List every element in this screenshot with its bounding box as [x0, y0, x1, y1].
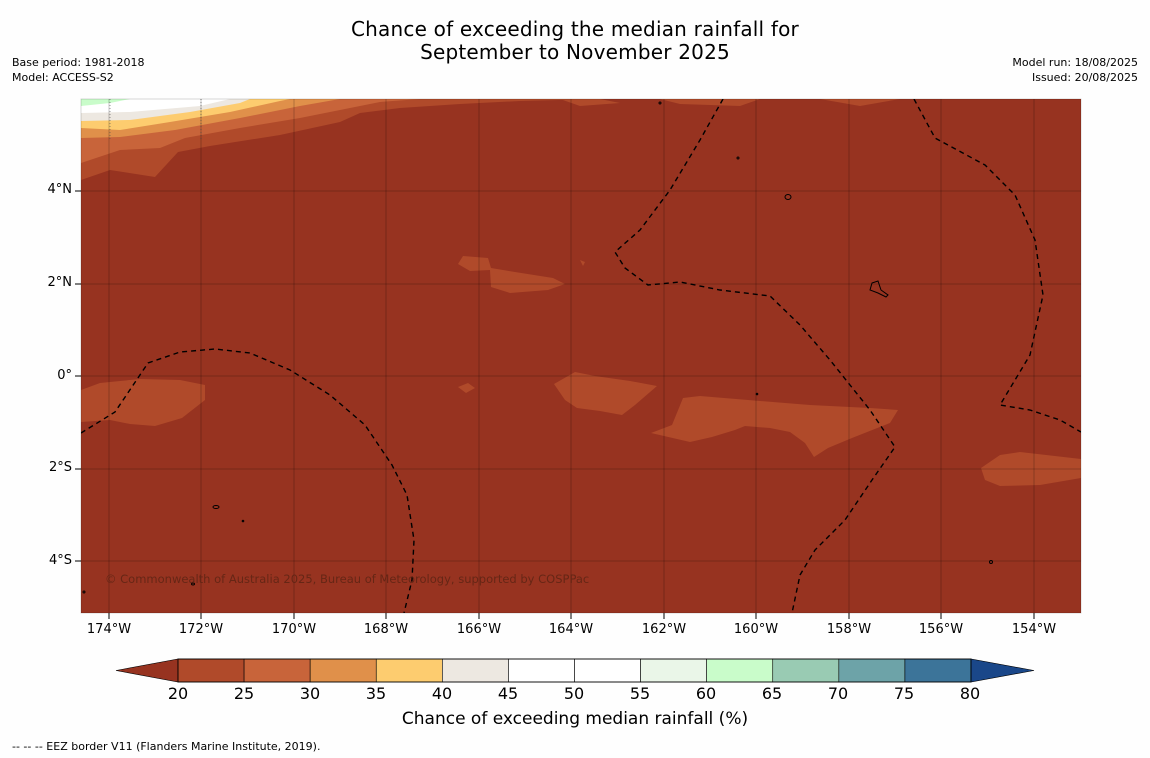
colorbar — [115, 658, 1035, 683]
lon-label-158w: 158°W — [826, 622, 872, 637]
lat-label-2s: 2°S — [48, 460, 72, 475]
colorbar-segment-6 — [574, 658, 641, 683]
model-run-label: Model run: 18/08/2025 — [1012, 56, 1138, 69]
colorbar-segment-0 — [177, 658, 245, 683]
lat-label-4n: 4°N — [47, 182, 73, 197]
issued-label: Issued: 20/08/2025 — [1031, 71, 1138, 84]
copyright-notice: © Commonwealth of Australia 2025, Bureau… — [105, 572, 590, 586]
colorbar-high-extension — [970, 658, 1035, 683]
colorbar-tick-50: 50 — [563, 684, 585, 703]
map-layers — [81, 99, 1081, 613]
colorbar-tick-35: 35 — [365, 684, 387, 703]
graticule — [81, 99, 1081, 613]
map-frame — [80, 98, 1082, 614]
colorbar-tick-75: 75 — [893, 684, 915, 703]
meta-left: Base period: 1981-2018 Model: ACCESS-S2 — [12, 55, 144, 85]
eez-footnote: -- -- -- EEZ border V11 (Flanders Marine… — [12, 740, 321, 753]
island-outlines — [82, 101, 993, 594]
axis-ticks — [75, 190, 1035, 619]
colorbar-tick-30: 30 — [299, 684, 321, 703]
colorbar-tick-40: 40 — [431, 684, 453, 703]
lon-label-154w: 154°W — [1011, 622, 1057, 637]
rainfall-gradient-nw — [81, 99, 900, 180]
lon-label-156w: 156°W — [918, 622, 964, 637]
title-line-1: Chance of exceeding the median rainfall … — [351, 17, 799, 41]
lon-label-168w: 168°W — [363, 622, 409, 637]
colorbar-segments — [177, 658, 972, 683]
colorbar-tick-20: 20 — [167, 684, 189, 703]
colorbar-tick-70: 70 — [827, 684, 849, 703]
colorbar-segment-3 — [375, 658, 443, 683]
colorbar-tick-55: 55 — [629, 684, 651, 703]
base-period-label: Base period: 1981-2018 — [12, 56, 145, 69]
colorbar-tick-80: 80 — [959, 684, 981, 703]
colorbar-segment-7 — [640, 658, 707, 683]
model-label: Model: ACCESS-S2 — [12, 71, 114, 84]
colorbar-tick-65: 65 — [761, 684, 783, 703]
chart-title: Chance of exceeding the median rainfall … — [0, 18, 1150, 64]
colorbar-tick-60: 60 — [695, 684, 717, 703]
lon-label-166w: 166°W — [456, 622, 502, 637]
colorbar-segment-1 — [243, 658, 311, 683]
lat-label-2n: 2°N — [47, 275, 73, 290]
colorbar-title: Chance of exceeding median rainfall (%) — [401, 709, 749, 729]
rainfall-contour-patches — [81, 256, 1081, 486]
lat-label-0: 0° — [57, 368, 72, 383]
lat-label-4s: 4°S — [48, 553, 72, 568]
lon-label-162w: 162°W — [641, 622, 687, 637]
meta-right: Model run: 18/08/2025 Issued: 20/08/2025 — [1012, 55, 1138, 85]
colorbar-low-extension — [115, 658, 179, 683]
eez-border — [81, 99, 1081, 613]
rainfall-field — [81, 99, 1081, 613]
lon-label-160w: 160°W — [733, 622, 779, 637]
colorbar-segment-8 — [706, 658, 774, 683]
lon-label-172w: 172°W — [178, 622, 224, 637]
colorbar-segment-11 — [904, 658, 972, 683]
colorbar-segment-5 — [508, 658, 575, 683]
colorbar-segment-2 — [309, 658, 377, 683]
colorbar-segment-4 — [442, 658, 509, 683]
colorbar-tick-25: 25 — [233, 684, 255, 703]
colorbar-segment-10 — [838, 658, 906, 683]
title-line-2: September to November 2025 — [420, 40, 730, 64]
colorbar-tick-45: 45 — [497, 684, 519, 703]
lon-label-174w: 174°W — [86, 622, 132, 637]
colorbar-segment-9 — [772, 658, 840, 683]
lon-label-164w: 164°W — [548, 622, 594, 637]
lon-label-170w: 170°W — [271, 622, 317, 637]
